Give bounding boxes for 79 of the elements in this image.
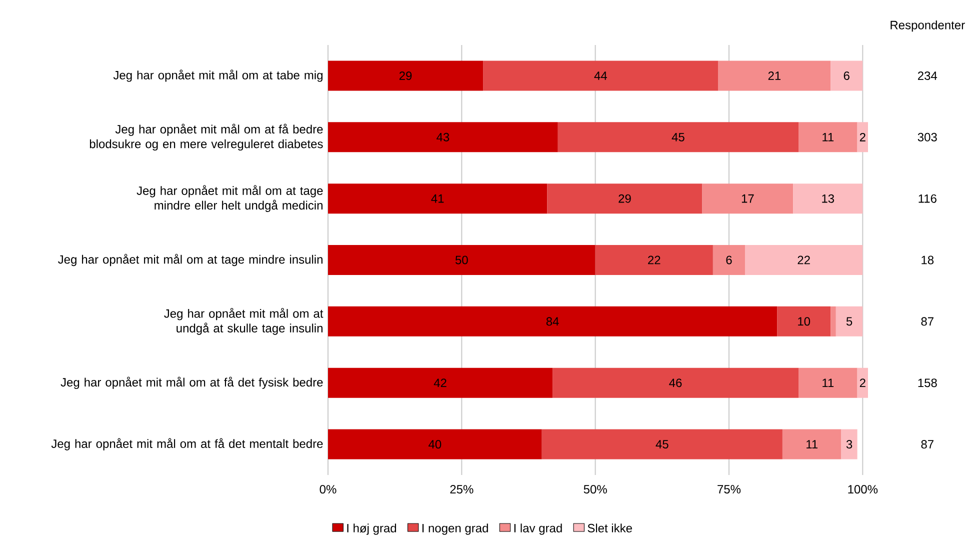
bar: [777, 306, 831, 336]
data-label: 2: [860, 132, 866, 142]
data-label: 40: [428, 440, 442, 449]
bar: [712, 244, 746, 275]
y-tick-label: Jeg har opnået mit mål om at få det fysisk bedre: [60, 376, 323, 389]
data-label: 21: [768, 72, 781, 80]
legend-label: Slet ikke: [588, 524, 632, 532]
bar: [328, 122, 558, 152]
data-label: 10: [798, 317, 810, 326]
bar: [547, 184, 702, 214]
bar: [328, 244, 596, 275]
legend-label: I høj grad: [347, 524, 396, 535]
data-label: 5: [846, 317, 852, 326]
text: 87: [921, 440, 934, 449]
x-tick-label: 75%: [718, 485, 741, 494]
y-tick-label: Jeg har opnået mit mål om at undgå at skulle tage insulin: [164, 308, 324, 335]
legend-label: I lav grad: [514, 524, 562, 535]
bar: [328, 368, 553, 398]
data-label: 11: [822, 378, 834, 387]
x-tick-label: 100%: [848, 485, 878, 494]
text: 116: [918, 194, 936, 203]
bar: [836, 306, 863, 336]
data-label: 45: [672, 132, 684, 142]
bar: [793, 184, 863, 214]
text: 303: [918, 132, 937, 142]
data-label: 2: [860, 378, 866, 388]
data-label: 11: [822, 133, 834, 142]
data-label: 6: [844, 71, 850, 80]
text: 18: [922, 256, 934, 264]
text: 158: [918, 378, 937, 388]
x-tick-label: 0%: [320, 485, 336, 494]
bar: [595, 244, 713, 275]
bar: [328, 306, 778, 336]
text: 87: [921, 317, 934, 326]
data-label: 41: [431, 194, 444, 203]
x-tick-label: 50%: [584, 485, 607, 494]
data-label: 46: [669, 378, 682, 388]
bar: [798, 368, 858, 398]
data-label: 43: [436, 132, 450, 142]
data-label: 22: [648, 256, 660, 264]
data-label: 84: [546, 317, 559, 326]
y-tick-label: Jeg har opnået mit mål om at få det mentalt bedre: [51, 438, 323, 450]
bar: [558, 122, 798, 152]
text: Respondenter: [890, 20, 965, 32]
bar: [718, 60, 831, 91]
bar: [798, 122, 858, 152]
data-label: 6: [726, 256, 732, 264]
bar: [542, 429, 782, 460]
bar: [328, 429, 542, 460]
y-tick-label: Jeg har opnået mit mål om at tabe mig: [113, 70, 322, 82]
data-label: 42: [434, 378, 446, 388]
data-label: 29: [618, 194, 631, 203]
x-tick-label: 25%: [450, 485, 474, 494]
bar: [552, 368, 798, 398]
data-label: 17: [742, 194, 754, 203]
data-label: 13: [822, 194, 834, 203]
bar: [830, 306, 836, 336]
y-tick-label: Jeg har opnået mit mål om at tage mindre eller helt undgå medicin: [136, 185, 323, 212]
legend-label: I nogen grad: [422, 524, 488, 535]
bar: [483, 60, 718, 91]
bar: [857, 122, 868, 152]
bar: [702, 184, 794, 214]
bar: [841, 429, 858, 460]
data-label: 44: [594, 72, 607, 80]
bar: [857, 368, 868, 398]
bar: [328, 60, 484, 91]
y-tick-label: Jeg har opnået mit mål om at tage mindre insulin: [58, 254, 322, 266]
bar: [830, 60, 863, 91]
bar: [745, 244, 863, 275]
data-label: 11: [806, 440, 818, 448]
bar: [782, 429, 842, 460]
bar: [328, 184, 548, 214]
y-tick-label: Jeg har opnået mit mål om at få bedre blodsukre og en mere velreguleret diabetes: [90, 124, 323, 151]
text: 234: [918, 71, 938, 80]
data-label: 50: [455, 256, 468, 264]
data-label: 3: [846, 440, 852, 449]
data-label: 45: [656, 440, 668, 448]
data-label: 22: [798, 256, 810, 264]
data-label: 29: [399, 71, 412, 80]
